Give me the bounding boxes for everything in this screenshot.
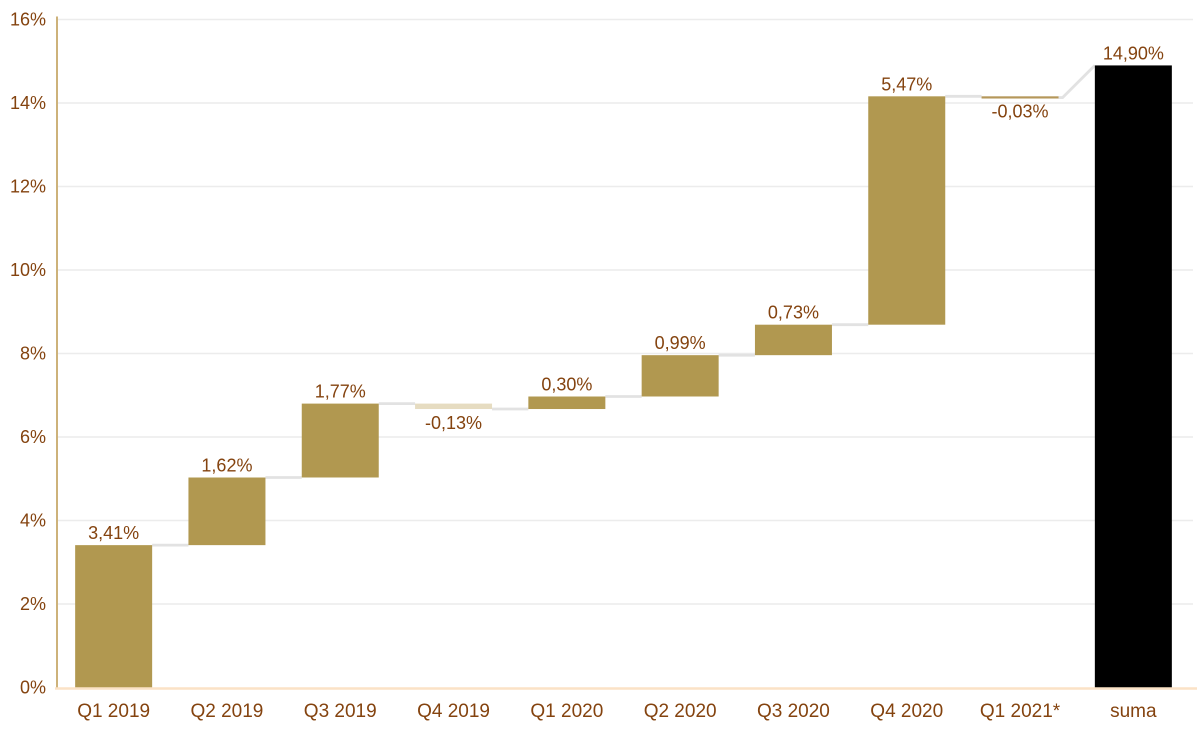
y-axis-label-12pct: 12% [10,177,46,197]
bar-q1-2019 [75,545,153,688]
y-axis-label-14pct: 14% [10,93,46,113]
bar-q4-2019 [415,403,493,410]
value-label-q3-2019: 1,77% [315,382,366,402]
x-axis-label-q3-2020: Q3 2020 [757,701,830,722]
x-axis-label-q2-2020: Q2 2020 [644,701,717,722]
x-axis-label-q2-2019: Q2 2019 [190,701,263,722]
y-axis-label-4pct: 4% [20,511,46,531]
value-label-q1-2020: 0,30% [541,375,592,395]
y-axis-label-8pct: 8% [20,344,46,364]
x-axis-label-q1-2021: Q1 2021* [980,701,1061,722]
x-axis-label-q4-2020: Q4 2020 [870,701,943,722]
bar-q1-2020 [528,396,606,410]
connector-line-diagonal [1058,64,1096,99]
y-axis-label-16pct: 16% [10,10,46,30]
x-axis-label-q1-2020: Q1 2020 [530,701,603,722]
y-axis-label-0pct: 0% [20,678,46,698]
value-label-q2-2019: 1,62% [201,455,252,475]
bar-q1-2021 [981,96,1059,99]
x-axis-label-q4-2019: Q4 2019 [417,701,490,722]
bar-q2-2019 [188,477,266,546]
bar-q3-2020 [754,324,832,356]
value-label-q2-2020: 0,99% [655,333,706,353]
bar-q4-2020 [868,96,946,325]
value-label-suma: 14,90% [1103,43,1164,63]
value-label-q4-2020: 5,47% [881,74,932,94]
y-axis-label-2pct: 2% [20,594,46,614]
value-label-q3-2020: 0,73% [768,303,819,323]
value-label-q1-2021: -0,03% [992,102,1049,122]
bar-q2-2020 [641,355,719,397]
value-label-q4-2019: -0,13% [425,413,482,433]
x-axis-label-suma: suma [1110,701,1157,722]
x-axis-label-q1-2019: Q1 2019 [77,701,150,722]
x-axis-label-q3-2019: Q3 2019 [304,701,377,722]
value-label-q1-2019: 3,41% [88,523,139,543]
bar-suma [1094,65,1172,688]
y-axis-label-10pct: 10% [10,260,46,280]
y-axis-label-6pct: 6% [20,427,46,447]
bar-q3-2019 [301,403,379,478]
